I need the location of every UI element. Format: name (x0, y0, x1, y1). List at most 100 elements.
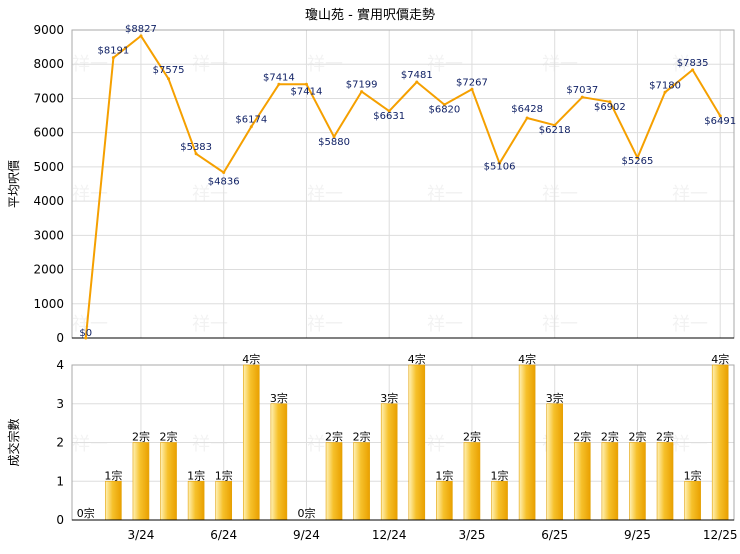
y-axis-label: 成交宗數 (6, 418, 21, 466)
y-tick-label: 1 (56, 474, 64, 488)
price-data-label: $6428 (511, 104, 543, 115)
count-bar (629, 442, 646, 521)
x-tick-label: 3/25 (458, 528, 485, 542)
y-tick-label: 0 (56, 331, 64, 345)
count-data-label: 3宗 (380, 391, 398, 405)
y-tick-label: 3 (56, 397, 64, 411)
y-tick-label: 8000 (33, 57, 64, 71)
watermark-text: 祥一 (672, 184, 708, 205)
price-data-label: $7414 (291, 86, 323, 97)
y-tick-label: 6000 (33, 126, 64, 140)
price-point (194, 152, 198, 156)
watermark-text: 祥一 (192, 184, 228, 205)
price-data-label: $7199 (346, 80, 378, 91)
price-data-label: $8191 (97, 46, 129, 57)
price-data-label: $7037 (566, 85, 598, 96)
count-bar (601, 442, 619, 521)
y-tick-label: 2000 (33, 263, 64, 277)
count-bar (408, 364, 426, 521)
price-point (553, 123, 557, 127)
y-tick-label: 3000 (33, 228, 64, 242)
y-tick-label: 4 (56, 358, 64, 372)
x-tick-label: 3/24 (127, 528, 154, 542)
count-bar (325, 442, 343, 521)
count-data-label: 1宗 (435, 468, 453, 482)
count-bar (160, 442, 177, 521)
count-bar (491, 480, 508, 521)
price-data-label: $6631 (373, 111, 405, 122)
price-point (277, 82, 281, 86)
count-bar (132, 442, 150, 521)
count-panel: 0 1 2 3 4 0宗 1宗 2宗 2宗 1宗 1宗 4宗 3宗 0宗 2宗 2宗 3宗 4宗 1宗 2宗 1宗 4宗 3… (6, 352, 738, 542)
price-data-label: $7180 (649, 80, 681, 91)
watermark-text: 祥一 (427, 184, 463, 205)
y-tick-label: 9000 (33, 23, 64, 37)
price-point (111, 56, 115, 60)
watermark-text: 祥一 (72, 314, 108, 335)
price-point (470, 87, 474, 91)
price-data-label: $5106 (484, 161, 516, 172)
price-data-label: $5880 (318, 137, 350, 148)
price-data-label: $6218 (539, 125, 571, 136)
y-tick-label: 0 (56, 513, 64, 527)
count-data-label: 1宗 (104, 468, 122, 482)
count-data-label: 0宗 (297, 506, 315, 520)
y-axis-label: 平均呎價 (7, 160, 21, 208)
price-point (691, 68, 695, 72)
count-bar (463, 442, 481, 521)
count-data-label: 4宗 (518, 352, 536, 366)
price-point (222, 171, 226, 175)
count-bar (215, 480, 233, 521)
count-data-label: 3宗 (270, 391, 288, 405)
price-data-label: $4836 (208, 177, 240, 188)
price-point (718, 114, 722, 118)
count-data-label: 2宗 (573, 430, 591, 444)
count-bar (711, 364, 729, 521)
x-tick-label: 12/25 (703, 528, 738, 542)
y-tick-label: 1000 (33, 297, 64, 311)
x-tick-label: 12/24 (372, 528, 407, 542)
count-data-label: 2宗 (601, 430, 619, 444)
price-data-label: $7575 (153, 65, 185, 76)
count-bar (380, 403, 398, 521)
price-series-line (84, 34, 722, 339)
price-point (167, 77, 171, 81)
price-point (415, 80, 419, 84)
count-data-label: 0宗 (77, 506, 95, 520)
price-point (332, 135, 336, 139)
count-data-label: 3宗 (546, 391, 564, 405)
x-tick-label: 6/25 (541, 528, 568, 542)
count-bar (684, 480, 701, 521)
count-bar (656, 442, 674, 521)
watermark-text: 祥一 (72, 434, 108, 455)
watermark-text: 祥一 (672, 434, 708, 455)
count-data-label: 2宗 (325, 430, 343, 444)
price-data-label: $8827 (125, 24, 157, 35)
price-point (608, 100, 612, 104)
price-point (387, 109, 391, 113)
count-bar (242, 364, 260, 521)
watermark-text: 祥一 (307, 314, 343, 335)
count-data-label: 1宗 (491, 468, 509, 482)
x-tick-label: 6/24 (210, 528, 237, 542)
count-bar (270, 403, 288, 521)
price-point (304, 82, 308, 86)
count-data-label: 4宗 (711, 352, 729, 366)
price-point (635, 156, 639, 160)
y-tick-label: 4000 (33, 194, 64, 208)
x-tick-label: 9/25 (624, 528, 651, 542)
price-data-label: $5265 (622, 156, 654, 167)
price-point (139, 34, 143, 38)
watermark-text: 祥一 (542, 314, 578, 335)
price-data-label: $7481 (401, 70, 433, 81)
watermark-text: 祥一 (427, 314, 463, 335)
count-bar (436, 480, 453, 521)
price-point (442, 103, 446, 107)
y-tick-label: 7000 (33, 91, 64, 105)
count-data-label: 1宗 (187, 468, 205, 482)
price-data-label: $6174 (235, 115, 267, 126)
price-data-label: $6820 (428, 105, 460, 116)
watermark-text: 祥一 (192, 434, 228, 455)
price-point (84, 336, 88, 340)
